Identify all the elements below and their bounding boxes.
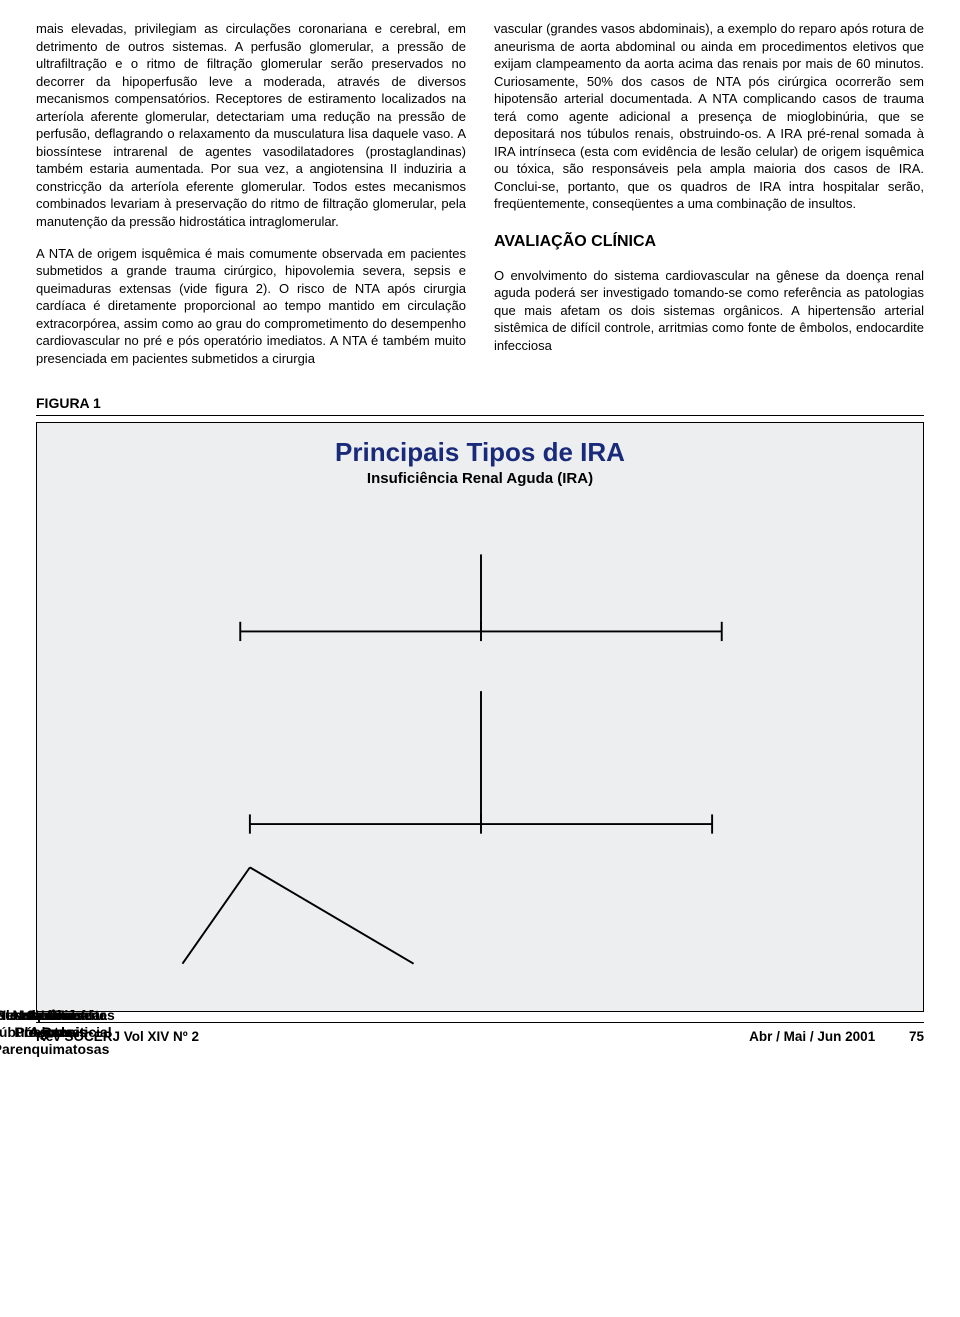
section-heading: AVALIAÇÃO CLÍNICA (494, 231, 924, 253)
diagram-title: Principais Tipos de IRA (51, 437, 909, 468)
diagram-svg (51, 487, 911, 1007)
footer-right: Abr / Mai / Jun 2001 75 (719, 1029, 924, 1044)
right-paragraph-1: vascular (grandes vasos abdominais), a e… (494, 20, 924, 213)
text-columns: mais elevadas, privilegiam as circulaçõe… (36, 20, 924, 381)
page-footer: Rev SOCERJ Vol XIV Nº 2 Abr / Mai / Jun … (36, 1022, 924, 1044)
diagram-subtitle: Insuficiência Renal Aguda (IRA) (51, 470, 909, 487)
right-column: vascular (grandes vasos abdominais), a e… (494, 20, 924, 381)
footer-date: Abr / Mai / Jun 2001 (749, 1029, 875, 1044)
diagram-node-ntox: Nefrotóxica (12, 1007, 89, 1024)
footer-page: 75 (909, 1029, 924, 1044)
figure-label: FIGURA 1 (36, 395, 924, 416)
left-paragraph-1: mais elevadas, privilegiam as circulaçõe… (36, 20, 466, 231)
left-column: mais elevadas, privilegiam as circulaçõe… (36, 20, 466, 381)
right-paragraph-2: O envolvimento do sistema cardiovascular… (494, 267, 924, 355)
figure-box: Principais Tipos de IRA Insuficiência Re… (36, 422, 924, 1012)
left-paragraph-2: A NTA de origem isquêmica é mais comumen… (36, 245, 466, 368)
